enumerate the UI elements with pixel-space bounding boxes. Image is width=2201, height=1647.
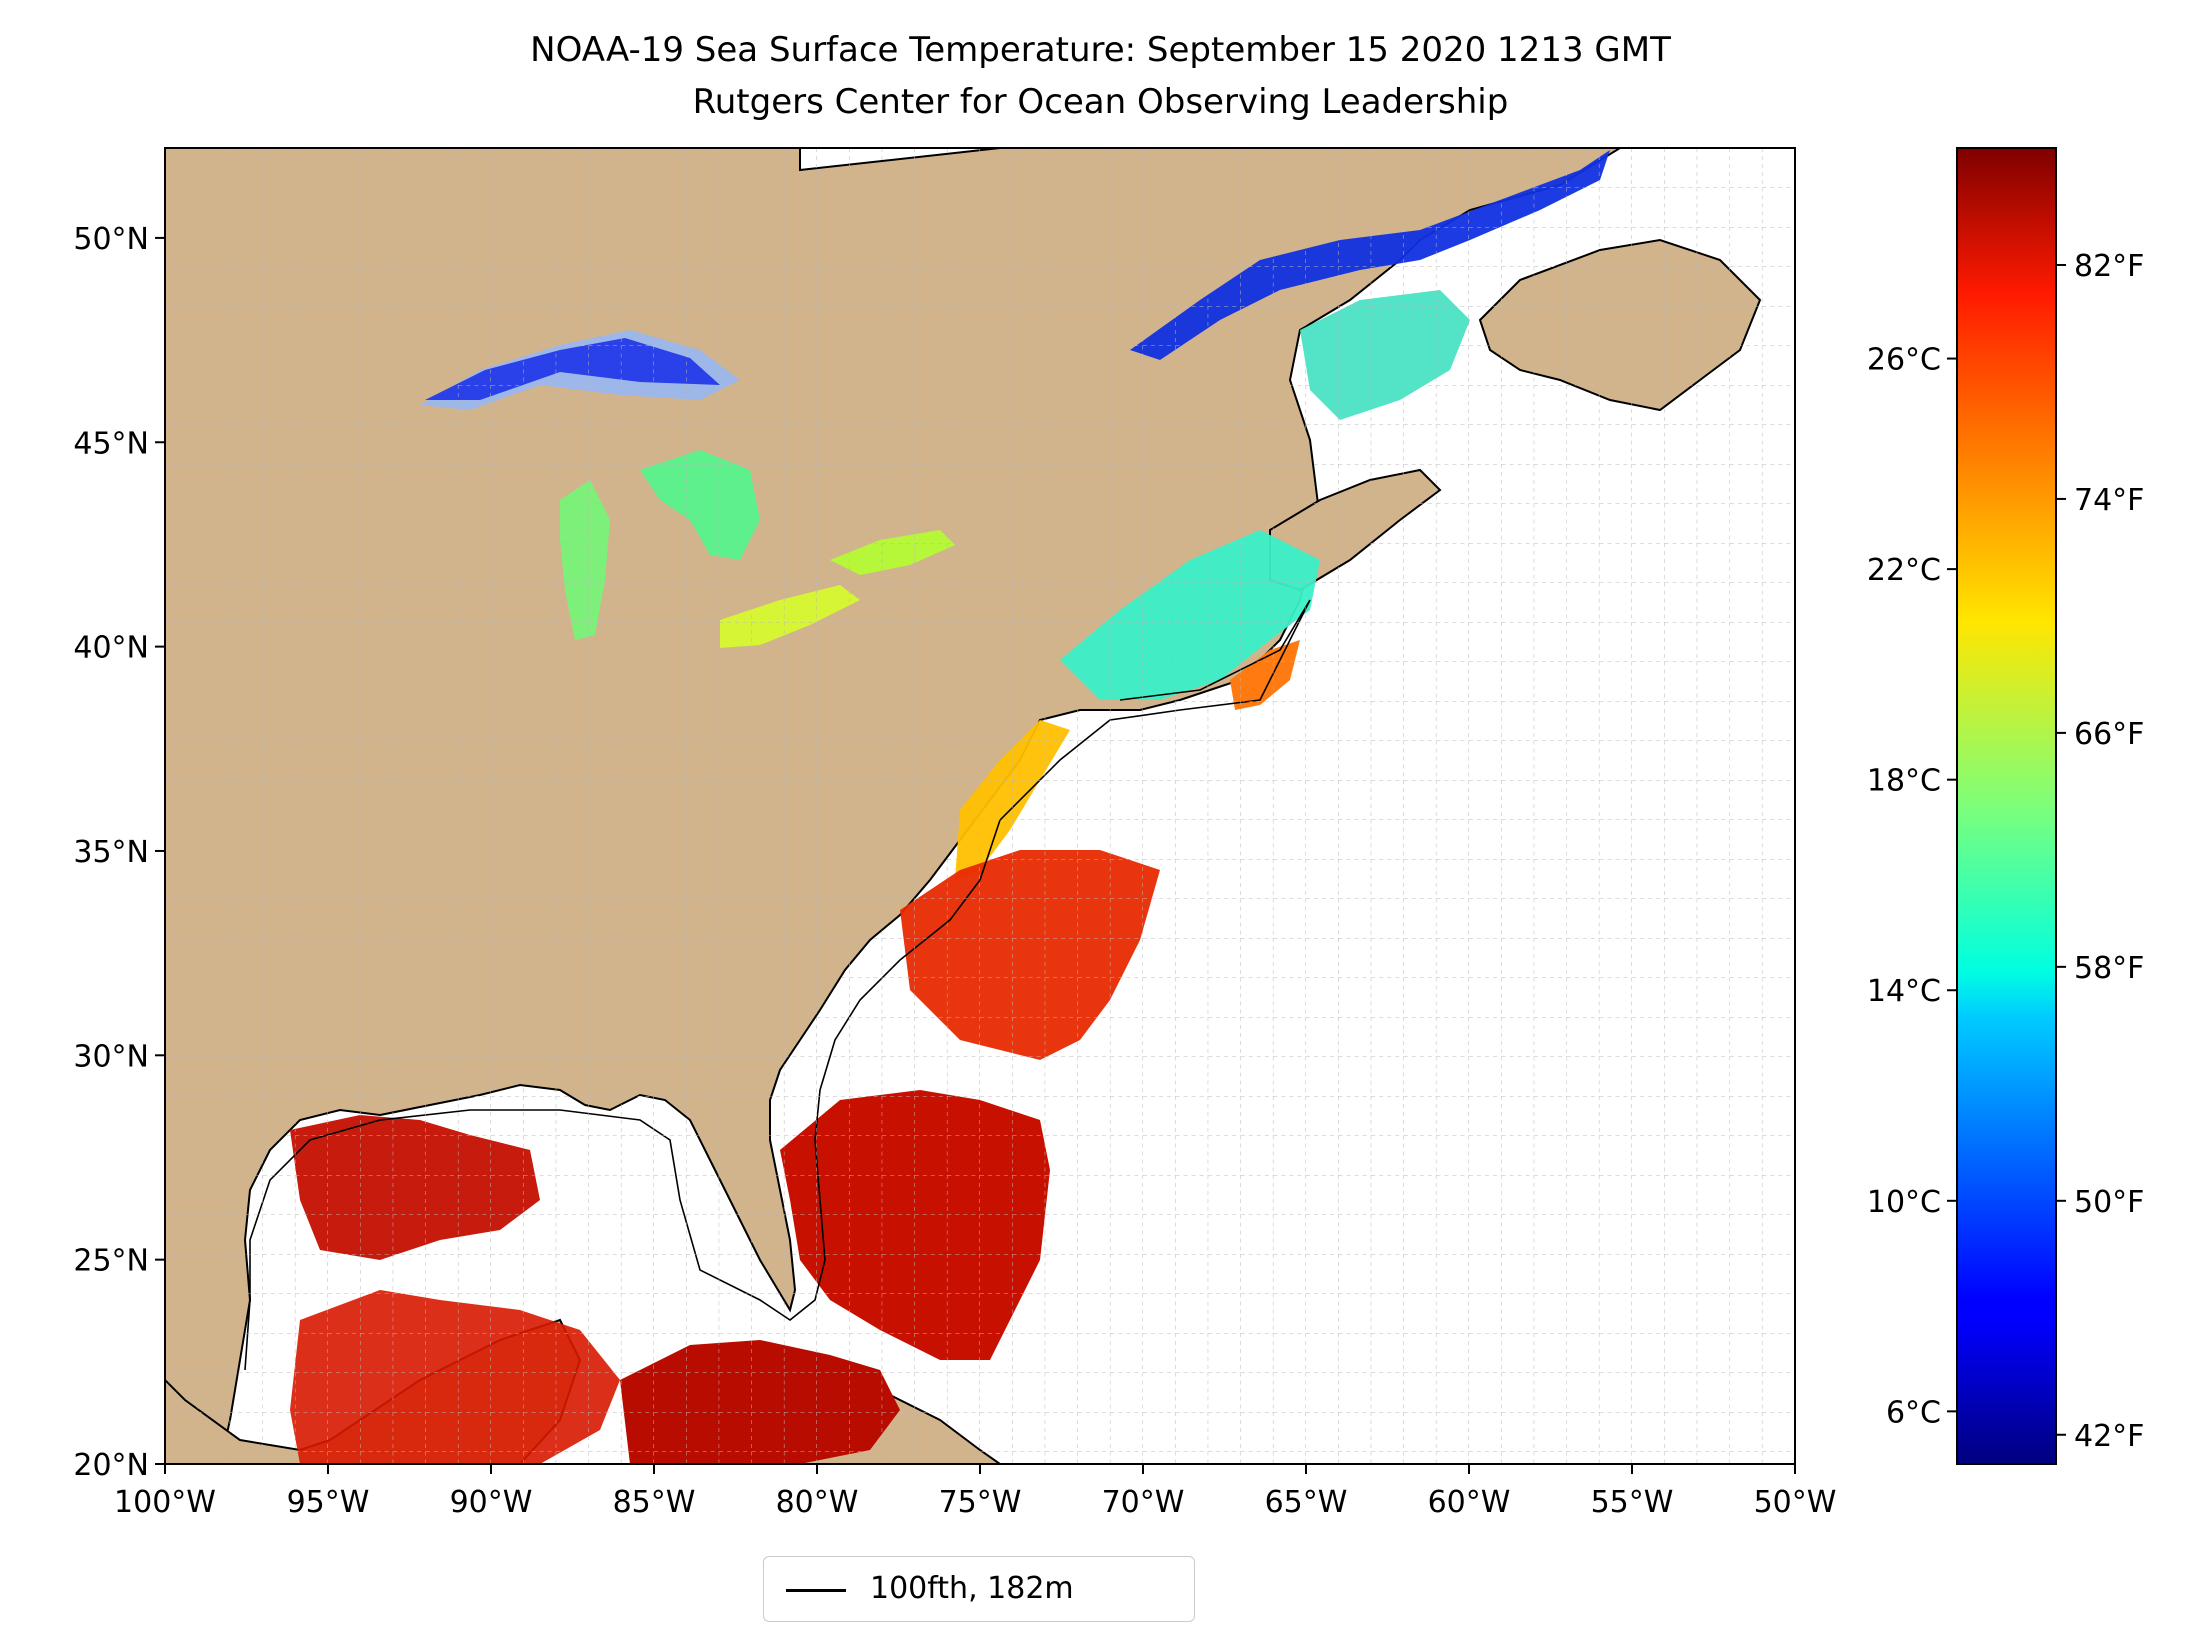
lat-tick-label: 35°N [73, 835, 149, 870]
colorbar: 26°C 22°C 18°C 14°C 10°C 6°C 82°F 74°F 66°F 58°F… [1867, 147, 2144, 1465]
legend-line-swatch [786, 1589, 846, 1592]
cbar-f-label: 66°F [2074, 717, 2144, 752]
cbar-f-label: 58°F [2074, 951, 2144, 986]
lon-tick-label: 75°W [939, 1485, 1022, 1520]
cbar-c-label: 22°C [1867, 553, 1941, 588]
colorbar-celsius-ticks: 26°C 22°C 18°C 14°C 10°C 6°C [1867, 343, 1957, 1430]
lon-tick-label: 65°W [1265, 1485, 1348, 1520]
lon-tick-label: 85°W [613, 1485, 696, 1520]
lat-tick-label: 40°N [73, 631, 149, 666]
lat-tick-label: 20°N [73, 1448, 149, 1483]
longitude-axis: 100°W 95°W 90°W 85°W 80°W 75°W 70°W 65°W 60°W 55°… [114, 1464, 1836, 1520]
lon-tick-label: 100°W [114, 1485, 216, 1520]
lon-tick-label: 50°W [1754, 1485, 1837, 1520]
lon-tick-label: 60°W [1428, 1485, 1511, 1520]
lat-tick-label: 45°N [73, 426, 149, 461]
cbar-f-label: 82°F [2074, 249, 2144, 284]
map-subtitle: Rutgers Center for Ocean Observing Leade… [692, 82, 1509, 122]
cbar-c-label: 26°C [1867, 343, 1941, 378]
lon-tick-label: 55°W [1591, 1485, 1674, 1520]
cbar-c-label: 10°C [1867, 1185, 1941, 1220]
legend-label: 100fth, 182m [870, 1571, 1074, 1606]
cbar-c-label: 18°C [1867, 764, 1941, 799]
lon-tick-label: 95°W [287, 1485, 370, 1520]
colorbar-fahrenheit-ticks: 82°F 74°F 66°F 58°F 50°F 42°F [2056, 249, 2144, 1454]
map-area [165, 148, 1795, 1464]
lon-tick-label: 70°W [1102, 1485, 1185, 1520]
cbar-f-label: 42°F [2074, 1419, 2144, 1454]
legend: 100fth, 182m [763, 1556, 1195, 1622]
cbar-f-label: 74°F [2074, 483, 2144, 518]
map-title: NOAA-19 Sea Surface Temperature: Septemb… [530, 30, 1671, 70]
lat-tick-label: 50°N [73, 222, 149, 257]
lat-tick-label: 25°N [73, 1244, 149, 1279]
cbar-c-label: 6°C [1886, 1395, 1941, 1430]
lon-tick-label: 90°W [450, 1485, 533, 1520]
cbar-f-label: 50°F [2074, 1185, 2144, 1220]
latitude-axis: 50°N 45°N 40°N 35°N 30°N 25°N 20°N [73, 222, 165, 1483]
lat-tick-label: 30°N [73, 1039, 149, 1074]
lon-tick-label: 80°W [776, 1485, 859, 1520]
cbar-c-label: 14°C [1867, 974, 1941, 1009]
